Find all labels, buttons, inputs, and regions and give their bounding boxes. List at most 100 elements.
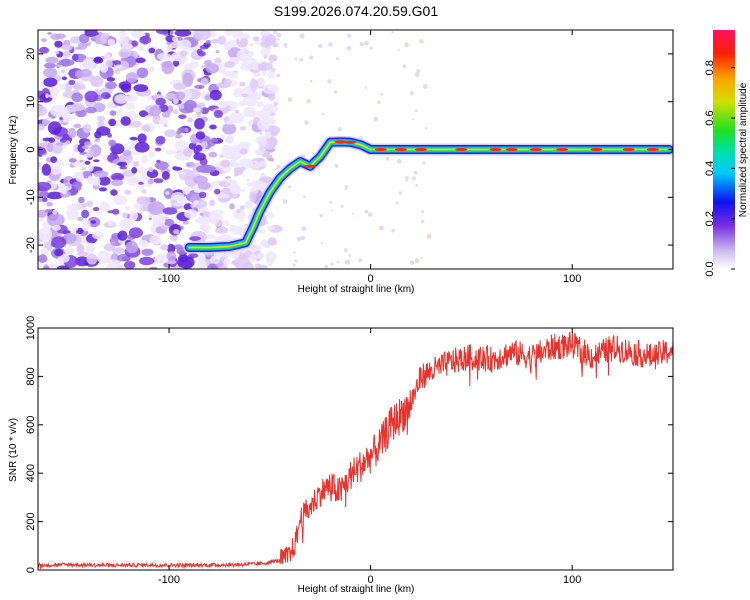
noise-speckle xyxy=(385,156,390,161)
noise-blob xyxy=(120,83,132,93)
noise-blob xyxy=(86,242,95,255)
noise-blob xyxy=(89,76,104,87)
noise-blob xyxy=(187,117,194,123)
noise-blob xyxy=(99,64,109,73)
y-tick-label: 10 xyxy=(25,96,37,108)
noise-blob xyxy=(164,93,178,100)
noise-blob xyxy=(38,181,52,192)
noise-blob xyxy=(108,118,117,127)
noise-blob xyxy=(107,210,115,214)
noise-blob xyxy=(41,163,52,176)
noise-blob xyxy=(82,58,95,70)
noise-blob xyxy=(85,106,97,114)
noise-blob xyxy=(92,231,104,240)
noise-blob xyxy=(38,209,48,218)
noise-blob xyxy=(126,146,135,151)
noise-blob xyxy=(56,265,70,269)
x-tick-label: -100 xyxy=(158,574,180,586)
noise-blob xyxy=(45,93,50,99)
noise-speckle xyxy=(292,263,296,267)
x-tick-label: 100 xyxy=(563,574,581,586)
y-tick-label: -20 xyxy=(25,237,37,253)
noise-blob xyxy=(224,30,234,36)
noise-blob xyxy=(55,159,65,167)
noise-blob xyxy=(174,91,186,100)
noise-speckle xyxy=(359,42,364,47)
noise-blob xyxy=(70,36,82,44)
noise-blob xyxy=(224,61,236,68)
noise-blob xyxy=(68,209,79,218)
noise-blob xyxy=(38,254,48,263)
ridge-peak xyxy=(646,147,659,152)
noise-blob xyxy=(97,120,105,129)
noise-speckle xyxy=(415,183,419,187)
noise-blob xyxy=(99,201,110,212)
frequency-ridge xyxy=(183,135,673,254)
noise-blob xyxy=(205,40,211,44)
colorbar-tick-label: 0.8 xyxy=(704,60,716,75)
noise-blob xyxy=(195,144,203,152)
noise-blob xyxy=(163,218,175,226)
noise-blob xyxy=(46,213,65,227)
noise-speckle xyxy=(276,73,281,78)
noise-speckle xyxy=(273,101,279,107)
noise-blob xyxy=(79,159,84,163)
noise-blob xyxy=(63,232,77,244)
noise-blob xyxy=(197,51,206,57)
noise-blob xyxy=(208,151,218,158)
noise-blob xyxy=(136,196,151,205)
noise-blob xyxy=(96,126,111,136)
noise-blob xyxy=(194,84,205,90)
noise-blob xyxy=(265,38,274,43)
noise-blob xyxy=(155,135,166,145)
noise-speckle xyxy=(344,187,348,190)
noise-blob xyxy=(241,93,249,98)
noise-speckle xyxy=(380,93,384,96)
noise-blob xyxy=(268,158,275,162)
noise-blob xyxy=(75,109,87,118)
noise-blob xyxy=(77,143,86,153)
noise-blob xyxy=(140,239,149,248)
noise-blob xyxy=(201,141,208,149)
noise-blob xyxy=(138,110,149,118)
noise-blob xyxy=(38,123,45,131)
noise-blob xyxy=(72,181,83,188)
noise-blob xyxy=(149,235,162,246)
noise-speckle xyxy=(377,100,381,104)
noise-blob xyxy=(258,264,268,269)
noise-blob xyxy=(115,174,123,180)
noise-blob xyxy=(38,105,48,117)
noise-blob xyxy=(100,34,107,45)
noise-blob xyxy=(111,179,124,187)
noise-blob xyxy=(157,255,165,259)
noise-blob xyxy=(71,102,84,112)
noise-blob xyxy=(44,209,53,213)
noise-speckle xyxy=(268,46,271,49)
noise-blob xyxy=(257,119,267,131)
noise-blob xyxy=(50,87,60,95)
noise-blob xyxy=(158,118,169,125)
noise-blob xyxy=(172,98,179,105)
noise-blob xyxy=(62,118,70,124)
noise-blob xyxy=(235,154,242,159)
noise-speckle xyxy=(260,38,264,42)
noise-speckle xyxy=(321,112,325,116)
noise-blob xyxy=(94,32,99,36)
noise-blob xyxy=(60,189,68,194)
noise-blob xyxy=(167,243,176,254)
noise-speckle xyxy=(287,97,293,102)
noise-blob xyxy=(209,199,216,206)
noise-speckle xyxy=(419,39,424,44)
noise-speckle xyxy=(304,120,309,125)
noise-blob xyxy=(129,210,138,221)
noise-blob xyxy=(45,117,53,121)
noise-blob xyxy=(207,263,218,269)
noise-blob xyxy=(131,40,138,47)
noise-blob xyxy=(124,261,136,269)
noise-blob xyxy=(111,208,120,215)
noise-blob xyxy=(209,89,222,101)
noise-blob xyxy=(239,189,246,192)
